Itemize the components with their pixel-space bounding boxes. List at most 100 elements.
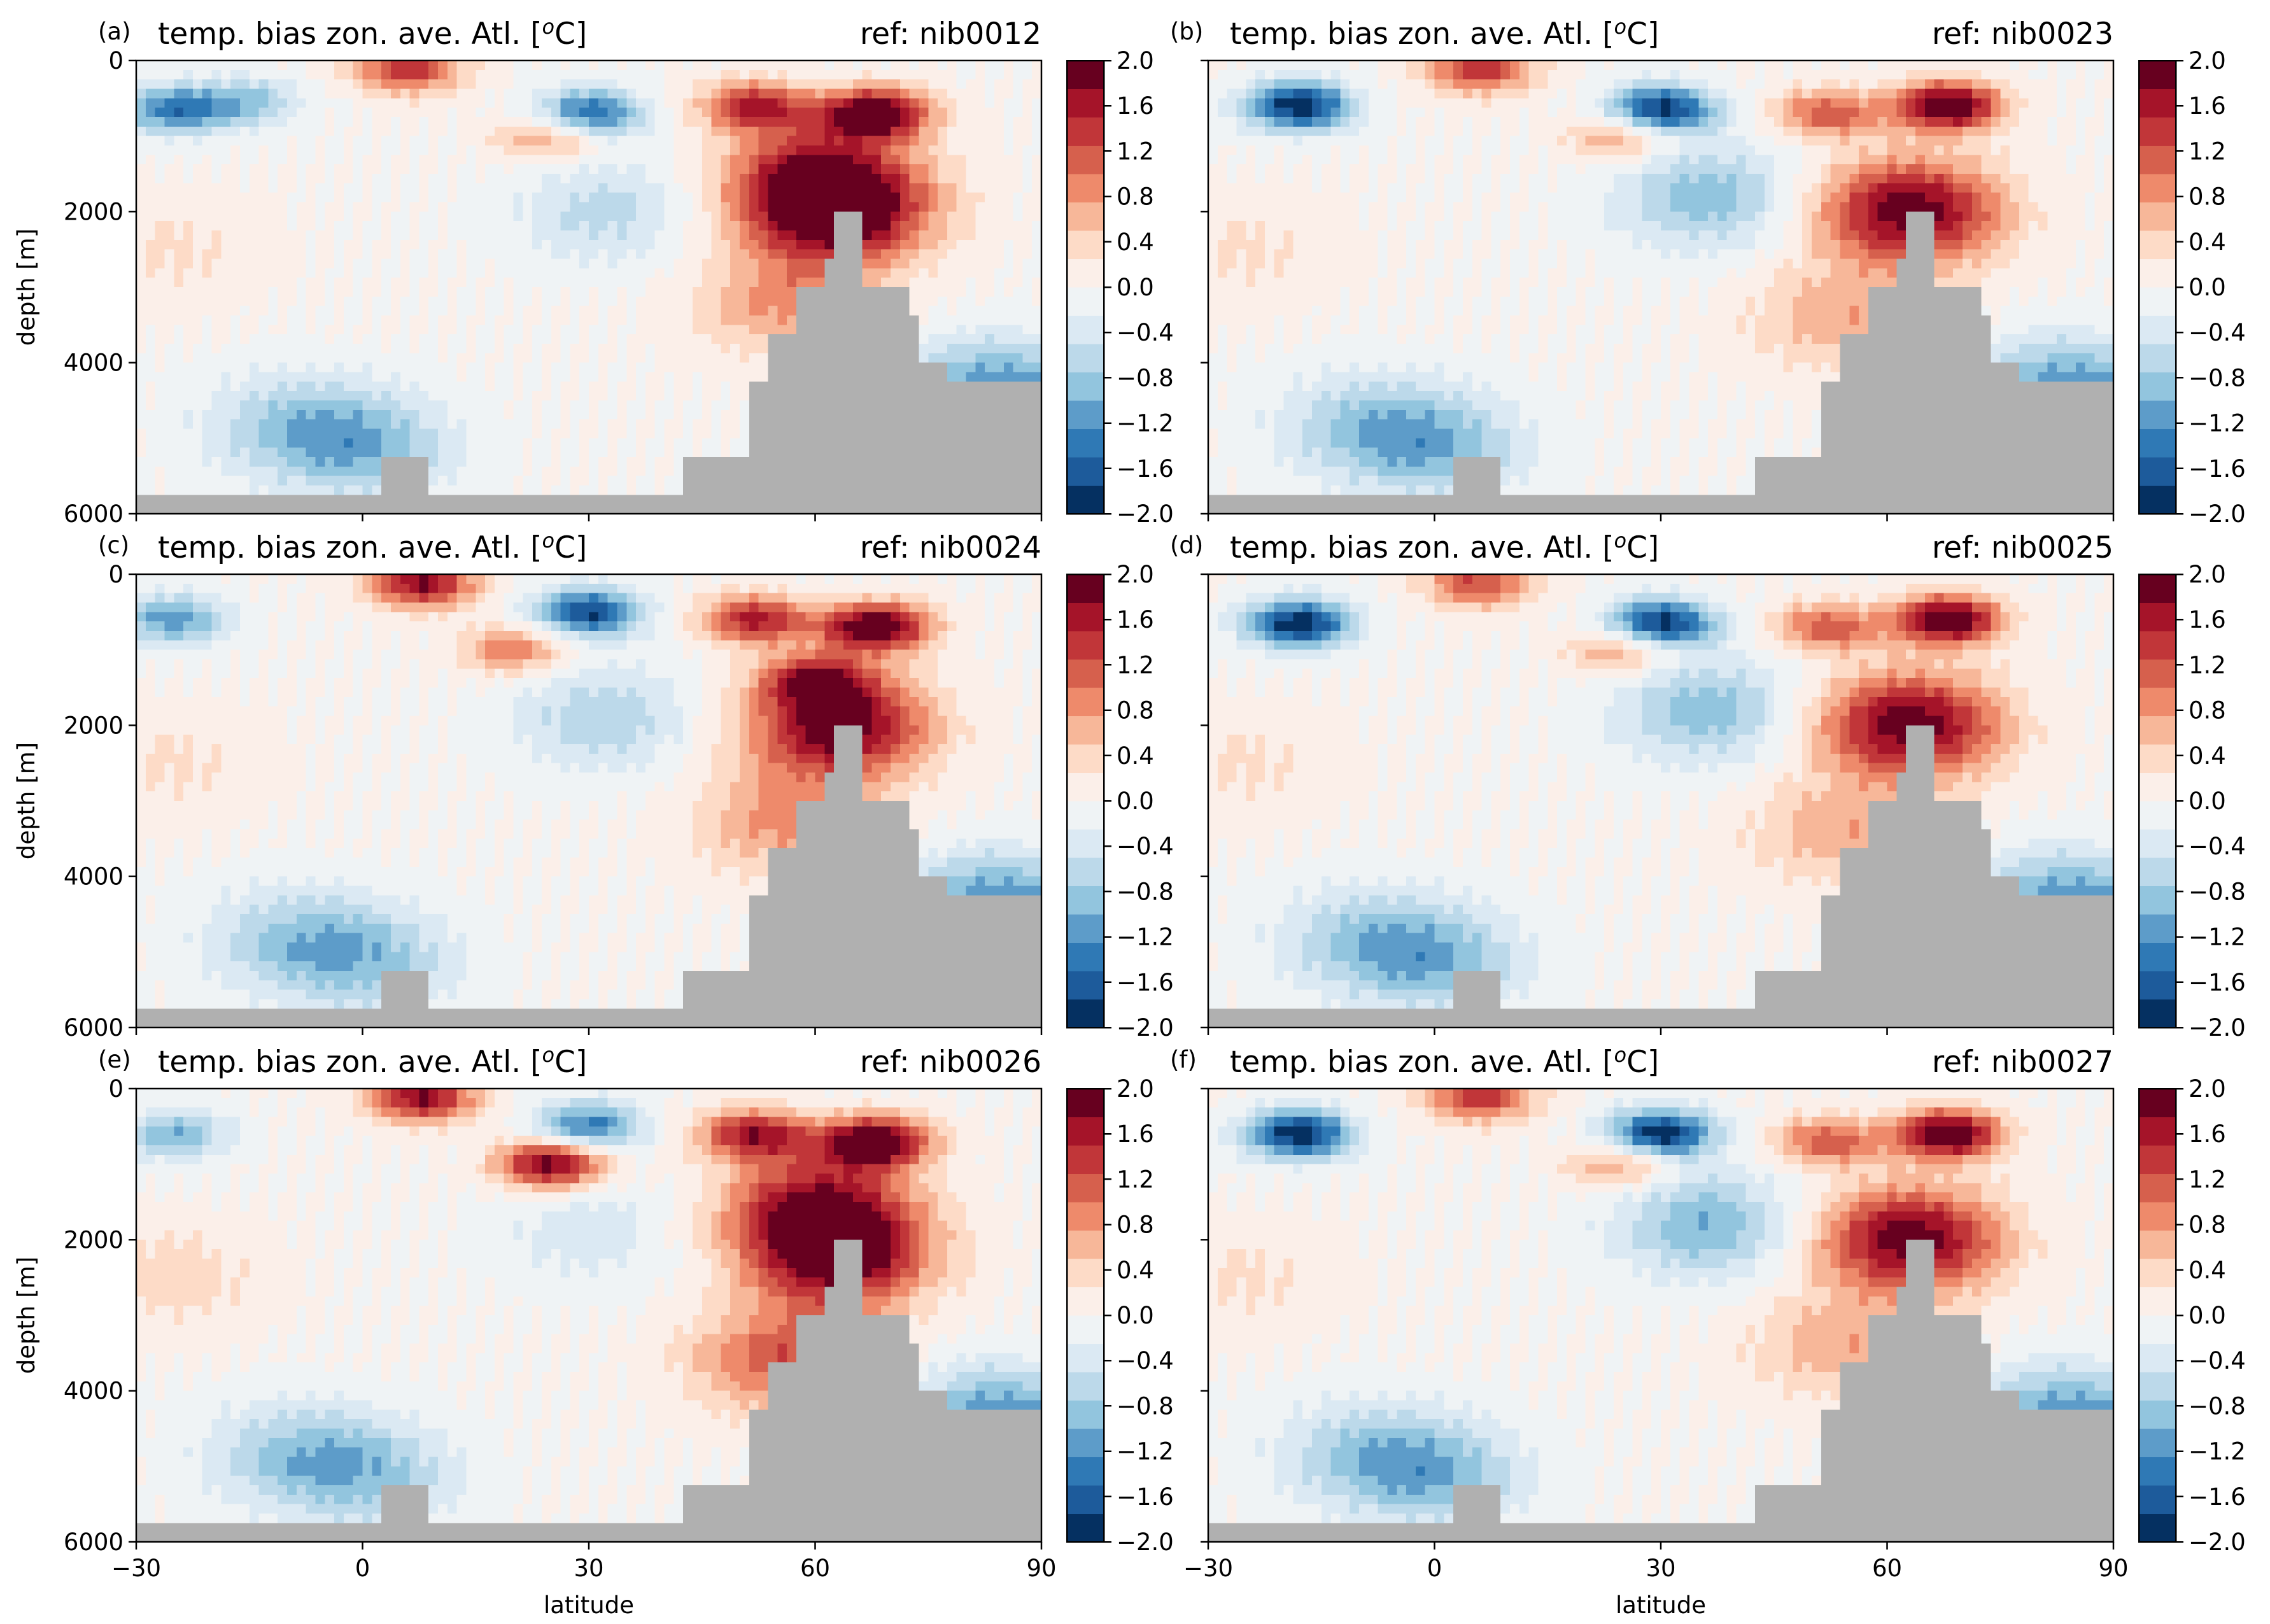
heatmap-cell — [815, 372, 825, 382]
heatmap-cell — [362, 79, 372, 90]
heatmap-cell — [815, 211, 825, 222]
heatmap-cell — [824, 381, 835, 392]
heatmap-cell — [390, 457, 401, 467]
heatmap-cell — [494, 457, 505, 467]
heatmap-cell — [1255, 126, 1265, 137]
heatmap-cell — [221, 202, 231, 212]
heatmap-cell — [447, 485, 458, 495]
heatmap-cell — [438, 258, 448, 269]
heatmap-cell — [758, 164, 769, 174]
heatmap-cell — [278, 334, 288, 344]
heatmap-cell — [749, 306, 759, 316]
heatmap-cell — [409, 438, 419, 448]
heatmap-cell — [447, 466, 458, 477]
heatmap-cell — [1022, 409, 1033, 420]
heatmap-cell — [183, 88, 194, 99]
heatmap-cell — [523, 400, 533, 411]
heatmap-cell — [438, 466, 448, 477]
heatmap-cell — [796, 79, 807, 90]
heatmap-cell — [1032, 419, 1042, 430]
heatmap-cell — [315, 183, 325, 194]
heatmap-cell — [353, 438, 363, 448]
heatmap-cell — [278, 466, 288, 477]
heatmap-cell — [325, 230, 335, 241]
heatmap-cell — [975, 391, 985, 401]
heatmap-cell — [551, 400, 561, 411]
heatmap-cell — [692, 315, 703, 325]
heatmap-cell — [136, 428, 146, 439]
heatmap-cell — [768, 287, 778, 297]
heatmap-cell — [513, 258, 523, 269]
heatmap-cell — [174, 334, 184, 344]
heatmap-cell — [985, 428, 995, 439]
heatmap-cell — [1264, 221, 1275, 231]
heatmap-cell — [1032, 315, 1042, 325]
heatmap-cell — [815, 202, 825, 212]
panel-ref: ref: nib0012 — [860, 17, 1041, 52]
heatmap-cell — [306, 183, 316, 194]
heatmap-cell — [428, 145, 439, 155]
heatmap-cell — [701, 202, 712, 212]
heatmap-cell — [617, 164, 627, 174]
heatmap-cell — [145, 409, 156, 420]
heatmap-cell — [466, 239, 476, 250]
heatmap-cell — [296, 239, 307, 250]
heatmap-cell — [192, 69, 203, 80]
heatmap-cell — [381, 353, 391, 364]
heatmap-cell — [579, 372, 589, 382]
heatmap-cell — [428, 117, 439, 127]
heatmap-cell — [1208, 504, 1218, 514]
heatmap-cell — [541, 230, 552, 241]
heatmap-cell — [928, 249, 938, 260]
heatmap-cell — [362, 400, 372, 411]
heatmap-cell — [296, 155, 307, 165]
heatmap-cell — [221, 117, 231, 127]
heatmap-cell — [476, 192, 486, 203]
heatmap-cell — [589, 164, 599, 174]
heatmap-cell — [919, 249, 929, 260]
heatmap-cell — [494, 202, 505, 212]
heatmap-cell — [843, 353, 854, 364]
heatmap-cell — [871, 400, 882, 411]
heatmap-cell — [1003, 98, 1014, 108]
heatmap-cell — [701, 400, 712, 411]
heatmap-cell — [362, 409, 372, 420]
heatmap-cell — [796, 306, 807, 316]
heatmap-cell — [513, 174, 523, 184]
heatmap-cell — [325, 296, 335, 307]
heatmap-cell — [570, 438, 580, 448]
heatmap-cell — [956, 192, 967, 203]
heatmap-cell — [1208, 258, 1218, 269]
heatmap-cell — [192, 145, 203, 155]
heatmap-cell — [758, 391, 769, 401]
heatmap-cell — [523, 381, 533, 392]
heatmap-cell — [230, 108, 241, 118]
heatmap-cell — [1013, 419, 1023, 430]
heatmap-cell — [485, 258, 495, 269]
heatmap-cell — [325, 98, 335, 108]
heatmap-cell — [975, 108, 985, 118]
heatmap-cell — [551, 268, 561, 278]
heatmap-cell — [155, 126, 166, 137]
heatmap-cell — [476, 476, 486, 486]
heatmap-cell — [881, 419, 891, 430]
heatmap-cell — [805, 117, 816, 127]
panel-title: temp. bias zon. ave. Atl. [oC] — [158, 15, 587, 52]
heatmap-cell — [221, 419, 231, 430]
heatmap-cell — [701, 79, 712, 90]
heatmap-cell — [296, 504, 307, 514]
heatmap-cell — [899, 278, 910, 288]
heatmap-cell — [938, 296, 948, 307]
heatmap-cell — [881, 239, 891, 250]
heatmap-cell — [919, 278, 929, 288]
heatmap-cell — [834, 438, 844, 448]
heatmap-cell — [796, 202, 807, 212]
heatmap-cell — [428, 457, 439, 467]
heatmap-cell — [325, 239, 335, 250]
heatmap-cell — [871, 315, 882, 325]
heatmap-cell — [466, 457, 476, 467]
heatmap-cell — [278, 306, 288, 316]
heatmap-cell — [1217, 466, 1228, 477]
heatmap-cell — [815, 183, 825, 194]
heatmap-cell — [598, 409, 609, 420]
